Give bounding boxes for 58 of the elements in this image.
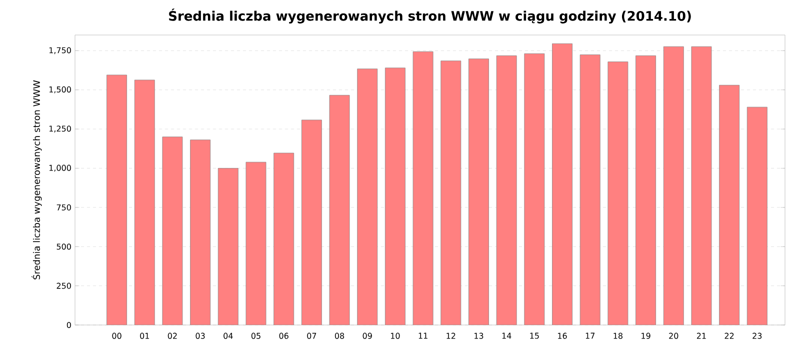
bar <box>496 55 517 325</box>
y-tick-label: 250 <box>56 282 71 289</box>
bar <box>663 46 684 325</box>
bar <box>719 84 740 325</box>
bar <box>552 43 572 325</box>
x-tick-label: 09 <box>362 332 372 339</box>
x-tick-label: 10 <box>390 332 400 339</box>
x-tick-label: 01 <box>140 332 149 339</box>
x-tick-label: 12 <box>446 332 456 339</box>
y-tick-label: 500 <box>56 244 71 250</box>
bar <box>134 80 155 325</box>
y-axis-title: Średnia liczba wygenerowanych stron WWW <box>31 80 42 280</box>
x-tick-label: 05 <box>251 332 260 339</box>
x-tick-label: 15 <box>530 332 539 339</box>
x-tick-label: 02 <box>168 332 177 339</box>
bar <box>246 162 266 325</box>
x-tick-label: 06 <box>279 332 288 339</box>
y-tick-label: 1,000 <box>49 164 71 172</box>
bar <box>329 94 350 325</box>
x-tick-label: 00 <box>112 332 122 339</box>
bar <box>440 60 462 325</box>
bar <box>412 51 434 325</box>
x-tick-label: 11 <box>418 332 428 339</box>
x-tick-label: 23 <box>752 332 762 339</box>
x-tick-label: 04 <box>224 332 233 339</box>
x-tick-label: 17 <box>586 332 595 339</box>
x-tick-label: 08 <box>334 332 344 339</box>
bar <box>636 55 656 325</box>
x-tick-label: 07 <box>307 332 316 339</box>
y-tick-label: 750 <box>56 204 71 210</box>
bar <box>301 120 322 325</box>
bar <box>608 62 628 325</box>
bar <box>468 58 489 325</box>
chart-title: Średnia liczba wygenerowanych stron WWW w ciągu godziny (2014.10) <box>169 8 691 24</box>
bar <box>357 68 378 325</box>
bar <box>691 46 712 325</box>
bar <box>106 74 127 325</box>
y-tick-label: 0 <box>66 322 71 328</box>
x-tick-label: 22 <box>724 332 734 339</box>
x-tick-label: 13 <box>474 332 484 339</box>
x-tick-label: 18 <box>614 332 622 339</box>
bar <box>274 152 294 325</box>
x-tick-label: 14 <box>502 332 512 339</box>
x-tick-label: 19 <box>642 332 650 339</box>
bar <box>524 53 545 325</box>
bar <box>385 68 406 325</box>
bar <box>218 168 238 325</box>
y-tick-label: 1,750 <box>49 47 71 54</box>
x-tick-label: 20 <box>669 332 678 339</box>
x-tick-label: 16 <box>558 332 567 339</box>
y-tick-label: 1,250 <box>49 126 71 132</box>
x-tick-label: 21 <box>696 332 706 339</box>
x-tick-label: 03 <box>196 332 205 339</box>
bar <box>746 106 768 325</box>
bar <box>580 54 600 325</box>
bar <box>162 136 183 325</box>
bar <box>190 140 211 325</box>
y-tick-label: 1,500 <box>49 86 71 94</box>
